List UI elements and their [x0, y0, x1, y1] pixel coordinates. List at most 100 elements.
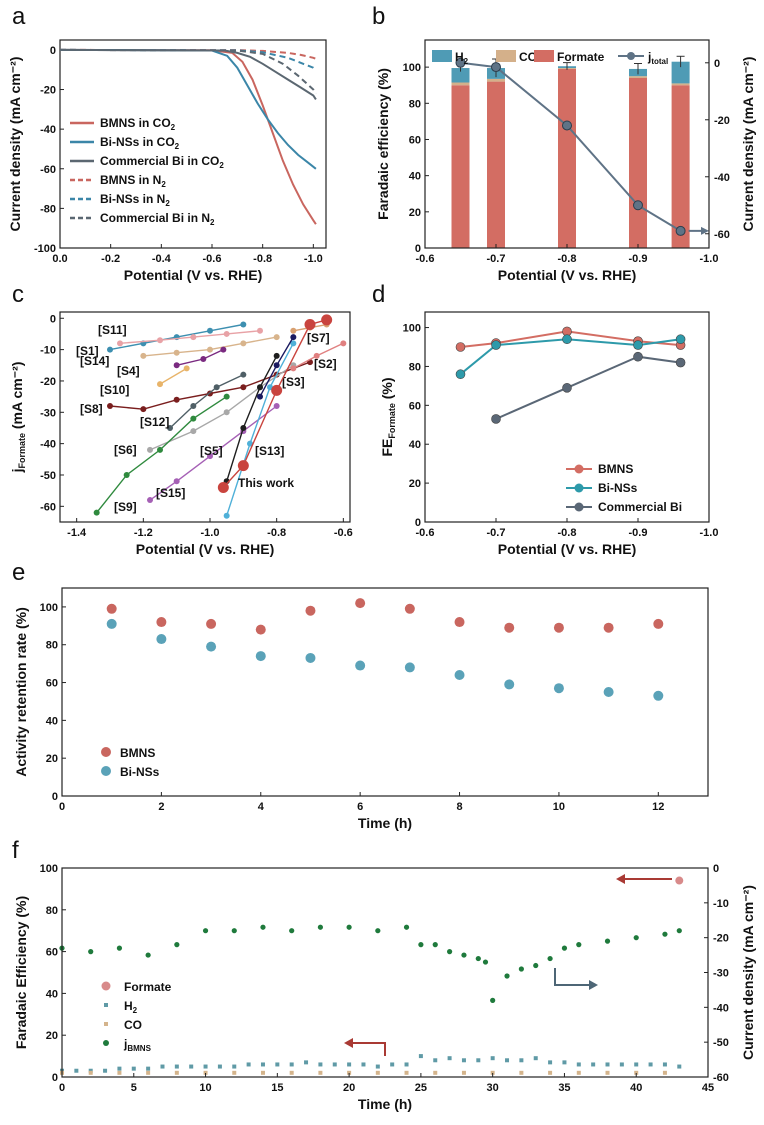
panel-f-y2tick-label: 0: [713, 863, 719, 875]
panel-a-legend-label: Commercial Bi in CO2: [100, 154, 224, 170]
panel-f-co-point: [433, 1070, 438, 1075]
panel-e-point: [206, 618, 217, 629]
panel-d-point: [633, 351, 643, 362]
panel-e-xtick-label: 6: [357, 801, 363, 813]
panel-f-j-point: [662, 931, 668, 937]
panel-f-xtick-label: 0: [59, 1082, 65, 1094]
panel-f-h2-point: [203, 1064, 208, 1069]
panel-f-j-point: [289, 928, 295, 934]
panel-f-j-point: [533, 962, 539, 969]
panel-f-h2-point: [375, 1064, 380, 1069]
panel-c-xtick-label: -0.6: [334, 527, 353, 539]
panel-e-xtick-label: 0: [59, 801, 65, 813]
panel-c-point: [240, 321, 247, 328]
panel-c-series-label: [S12]: [140, 415, 169, 429]
panel-b-ytick-label: 80: [409, 98, 421, 110]
panel-e-ytick-label: 100: [40, 602, 58, 614]
panel-f-co-point: [461, 1070, 466, 1075]
panel-f-h2-point: [519, 1058, 524, 1063]
panel-f-ytick-label: 20: [46, 1030, 58, 1042]
panel-f-j-point: [418, 942, 424, 948]
panel-b-bar-formate: [558, 68, 576, 248]
panel-b-legend-jtotal-point: [627, 52, 635, 60]
panel-c-point: [290, 334, 297, 341]
panel-b-legend-label-part: 2: [464, 57, 469, 66]
panel-c-point: [123, 471, 130, 478]
panel-f-h2-point: [619, 1062, 624, 1067]
panel-e-point: [255, 624, 266, 635]
panel-d-legend-label: BMNS: [598, 462, 633, 476]
panel-f-j-point: [432, 942, 438, 948]
panel-f-j-point: [490, 997, 496, 1003]
panel-f-legend-label-part: 2: [133, 1006, 138, 1015]
panel-d-xtick-label: -0.6: [416, 527, 435, 539]
panel-f-h2-point: [548, 1060, 553, 1065]
panel-f-h2-point: [677, 1064, 682, 1069]
panel-c-point: [290, 327, 297, 334]
panel-e-legend-label: BMNS: [120, 746, 155, 760]
panel-f-co-point: [174, 1070, 179, 1075]
panel-d-point: [455, 369, 466, 380]
panel-e-point: [603, 622, 614, 633]
panel-f-ytick-label: 60: [46, 947, 58, 959]
panel-b-ytick-label: 60: [409, 134, 421, 146]
panel-c-point: [190, 334, 197, 341]
panel-c-series-label: [S8]: [80, 402, 103, 416]
panel-e-point: [454, 669, 465, 680]
panel-f-legend-label-part: H: [124, 999, 133, 1013]
panel-a-series-line: [59, 48, 317, 225]
panel-b-bar-co: [629, 76, 647, 78]
panel-d-point: [491, 340, 501, 350]
panel-f-j-point: [317, 924, 323, 930]
panel-a-legend-label-part: 2: [219, 161, 224, 170]
panel-f-h2-point: [533, 1056, 538, 1061]
panel-c-point: [313, 352, 320, 359]
panel-f-j-point: [202, 928, 209, 934]
panel-a-ytick-label: -20: [40, 85, 56, 97]
panel-a-legend-label-part: 2: [175, 142, 180, 151]
panel-c-point: [117, 340, 123, 347]
panel-f-j-point: [561, 945, 568, 951]
panel-b-bar-formate: [451, 85, 470, 248]
panel-f-j-point: [461, 952, 467, 958]
panel-f-co-point: [289, 1070, 294, 1075]
panel-c-point: [190, 428, 197, 435]
panel-f-xtick-label: 15: [271, 1082, 283, 1094]
panel-b-jtotal-point: [562, 120, 572, 131]
panel-a-ytick-label: -40: [40, 124, 56, 136]
panel-c-xtick-label: -0.8: [267, 527, 286, 539]
panel-f-j-point: [145, 952, 151, 958]
panel-c-point: [207, 327, 213, 334]
panel-d-ytick-label: 80: [409, 361, 421, 373]
panel-c-frame: [59, 311, 351, 523]
panel-b-ytick-label: 20: [409, 207, 421, 219]
panel-f-h2-point: [490, 1056, 495, 1061]
panel-f-h2-point: [117, 1066, 122, 1071]
panel-b-bar-formate: [487, 81, 505, 248]
panel-b-legend-swatch: [534, 50, 554, 62]
panel-e-point: [553, 683, 564, 694]
panel-c-series-label: [S5]: [200, 444, 223, 458]
panel-d-legend-label: Commercial Bi: [598, 500, 682, 514]
panel-a-frame: [59, 39, 327, 249]
panel-c-point: [340, 340, 347, 347]
panel-c-point: [157, 337, 163, 344]
panel-f-co-point: [519, 1070, 524, 1075]
panel-b-y2tick-label: -20: [714, 115, 730, 127]
panel-e-frame: [61, 587, 709, 797]
panel-b-bar-formate: [629, 77, 647, 248]
panel-c-point: [223, 393, 230, 400]
panel-d-legend-label: Bi-NSs: [598, 481, 638, 495]
panel-f-h2-point: [347, 1062, 352, 1067]
panel-f-h2-point: [232, 1064, 237, 1069]
panel-a-legend-label-part: Bi-NSs in CO: [100, 135, 175, 149]
panel-c-point: [240, 340, 247, 347]
panel-c-point: [240, 384, 247, 391]
panel-f-co-point: [117, 1070, 122, 1075]
panel-c-point: [257, 393, 263, 400]
panel-e-point: [255, 651, 266, 662]
panel-a-legend-label-part: BMNS in CO: [100, 116, 171, 130]
panel-c-point: [213, 384, 220, 391]
panel-f-legend-h2-marker: [104, 1003, 108, 1007]
panel-f-h2-point: [260, 1062, 265, 1067]
